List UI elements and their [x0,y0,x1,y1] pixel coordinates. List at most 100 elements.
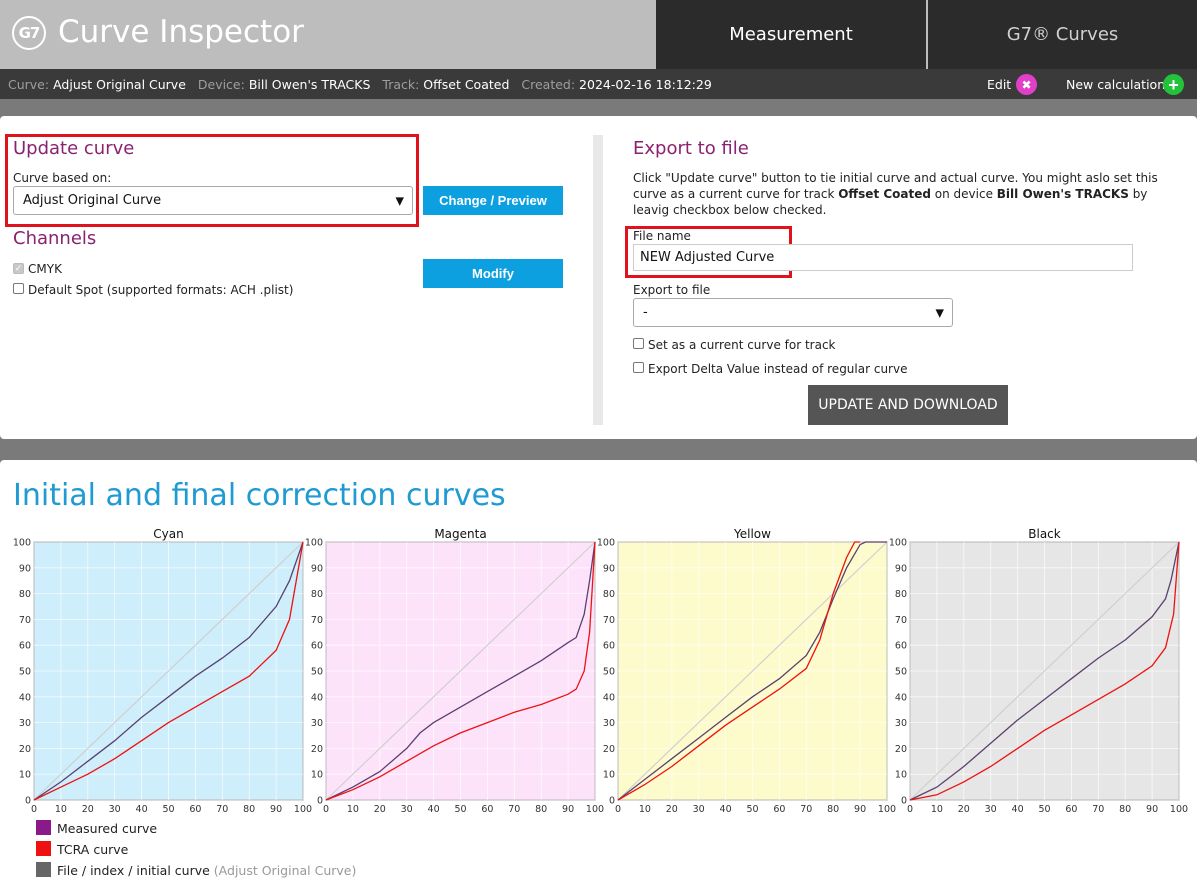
y-tick-label: 50 [19,667,31,678]
y-tick-label: 40 [895,692,907,703]
x-tick-label: 50 [454,804,466,815]
export-to-file-select[interactable]: - ▼ [633,298,953,327]
g7-logo: G7 [12,16,46,50]
x-tick-label: 40 [1012,804,1024,815]
y-tick-label: 0 [25,796,31,807]
file-name-input[interactable]: NEW Adjusted Curve [633,244,1133,271]
legend-file-swatch [36,862,51,877]
export-desc-part: on device [930,187,997,201]
y-tick-label: 0 [901,796,907,807]
tools-icon[interactable]: ✖ [1016,74,1037,95]
device-key: Device: [197,77,245,92]
tab-measurement[interactable]: Measurement [656,0,926,69]
x-tick-label: 70 [800,804,812,815]
y-tick-label: 60 [311,641,323,652]
update-curve-title: Update curve [13,138,135,159]
default-spot-label: Default Spot (supported formats: ACH .pl… [28,283,294,297]
new-calculation-link[interactable]: New calculation [1066,77,1166,92]
curve-based-on-select[interactable]: Adjust Original Curve ▼ [13,186,413,215]
x-tick-label: 40 [428,804,440,815]
curve-based-on-value: Adjust Original Curve [23,193,162,208]
export-to-file-value: - [643,305,648,320]
curve-value: Adjust Original Curve [53,77,186,92]
channels-title: Channels [13,228,97,249]
y-tick-label: 0 [609,796,615,807]
x-tick-label: 90 [854,804,866,815]
y-tick-label: 50 [311,667,323,678]
export-to-file-label: Export to file [633,283,711,297]
y-tick-label: 60 [603,641,615,652]
chart-title: Cyan [153,527,183,541]
y-tick-label: 100 [305,538,323,549]
x-tick-label: 0 [615,804,621,815]
modify-button[interactable]: Modify [423,259,563,288]
edit-link[interactable]: Edit [987,77,1012,92]
series-file-line [33,541,304,801]
x-tick-label: 70 [216,804,228,815]
x-tick-label: 10 [931,804,943,815]
legend-tcra-label: TCRA curve [57,842,129,857]
series-file-line [617,541,888,801]
created-value: 2024-02-16 18:12:29 [579,77,712,92]
export-title: Export to file [633,138,749,159]
cmyk-checkbox[interactable]: ✓ [13,263,24,274]
x-tick-label: 80 [243,804,255,815]
chart-title: Yellow [733,527,771,541]
y-tick-label: 80 [603,589,615,600]
y-tick-label: 20 [895,744,907,755]
x-tick-label: 0 [323,804,329,815]
chart-title: Black [1028,527,1061,541]
legend-measured-label: Measured curve [57,821,158,836]
plus-icon[interactable]: + [1163,74,1184,95]
y-tick-label: 50 [603,667,615,678]
chart-cyan: 00 10 10 20 20 30 30 40 40 50 50 60 60 70 70 80 80 90 90 10… [13,527,312,815]
y-tick-label: 90 [19,563,31,574]
x-tick-label: 80 [535,804,547,815]
export-delta-checkbox[interactable] [633,362,644,373]
y-tick-label: 30 [19,718,31,729]
x-tick-label: 20 [82,804,94,815]
y-tick-label: 40 [603,692,615,703]
export-description: Click "Update curve" button to tie initi… [633,170,1183,218]
app-title: Curve Inspector [58,14,304,50]
y-tick-label: 10 [311,770,323,781]
y-tick-label: 70 [311,615,323,626]
legend-measured-swatch [36,820,51,835]
x-tick-label: 90 [562,804,574,815]
x-tick-label: 30 [401,804,413,815]
y-tick-label: 40 [19,692,31,703]
y-tick-label: 20 [603,744,615,755]
x-tick-label: 50 [162,804,174,815]
change-preview-button[interactable]: Change / Preview [423,186,563,215]
legend-file-text: File / index / initial curve [57,863,210,878]
x-tick-label: 70 [508,804,520,815]
y-tick-label: 80 [895,589,907,600]
tab-g7-curves[interactable]: G7® Curves [928,0,1197,69]
chart-black: 00 10 10 20 20 30 30 40 40 50 50 60 60 70 70 80 80 90 90 10… [889,527,1188,815]
y-tick-label: 70 [895,615,907,626]
curve-key: Curve: [8,77,50,92]
x-tick-label: 60 [1065,804,1077,815]
y-tick-label: 90 [603,563,615,574]
file-name-label: File name [633,229,691,243]
series-file-line [325,541,596,801]
x-tick-label: 0 [31,804,37,815]
y-tick-label: 10 [603,770,615,781]
x-tick-label: 80 [1119,804,1131,815]
y-tick-label: 80 [19,589,31,600]
chart-magenta: 00 10 10 20 20 30 30 40 40 50 50 60 60 70 70 80 80 90 90 10… [305,527,604,815]
y-tick-label: 60 [895,641,907,652]
y-tick-label: 30 [603,718,615,729]
set-current-checkbox[interactable] [633,338,644,349]
series-tcra-line [909,541,1180,801]
update-and-download-button[interactable]: UPDATE AND DOWNLOAD [808,385,1008,425]
default-spot-checkbox[interactable] [13,283,24,294]
export-delta-label: Export Delta Value instead of regular cu… [648,362,908,376]
export-desc-track: Offset Coated [838,187,931,201]
series-tcra-line [617,541,861,801]
y-tick-label: 40 [311,692,323,703]
x-tick-label: 100 [294,804,312,815]
series-file-line [909,541,1180,801]
y-tick-label: 70 [603,615,615,626]
x-tick-label: 70 [1092,804,1104,815]
